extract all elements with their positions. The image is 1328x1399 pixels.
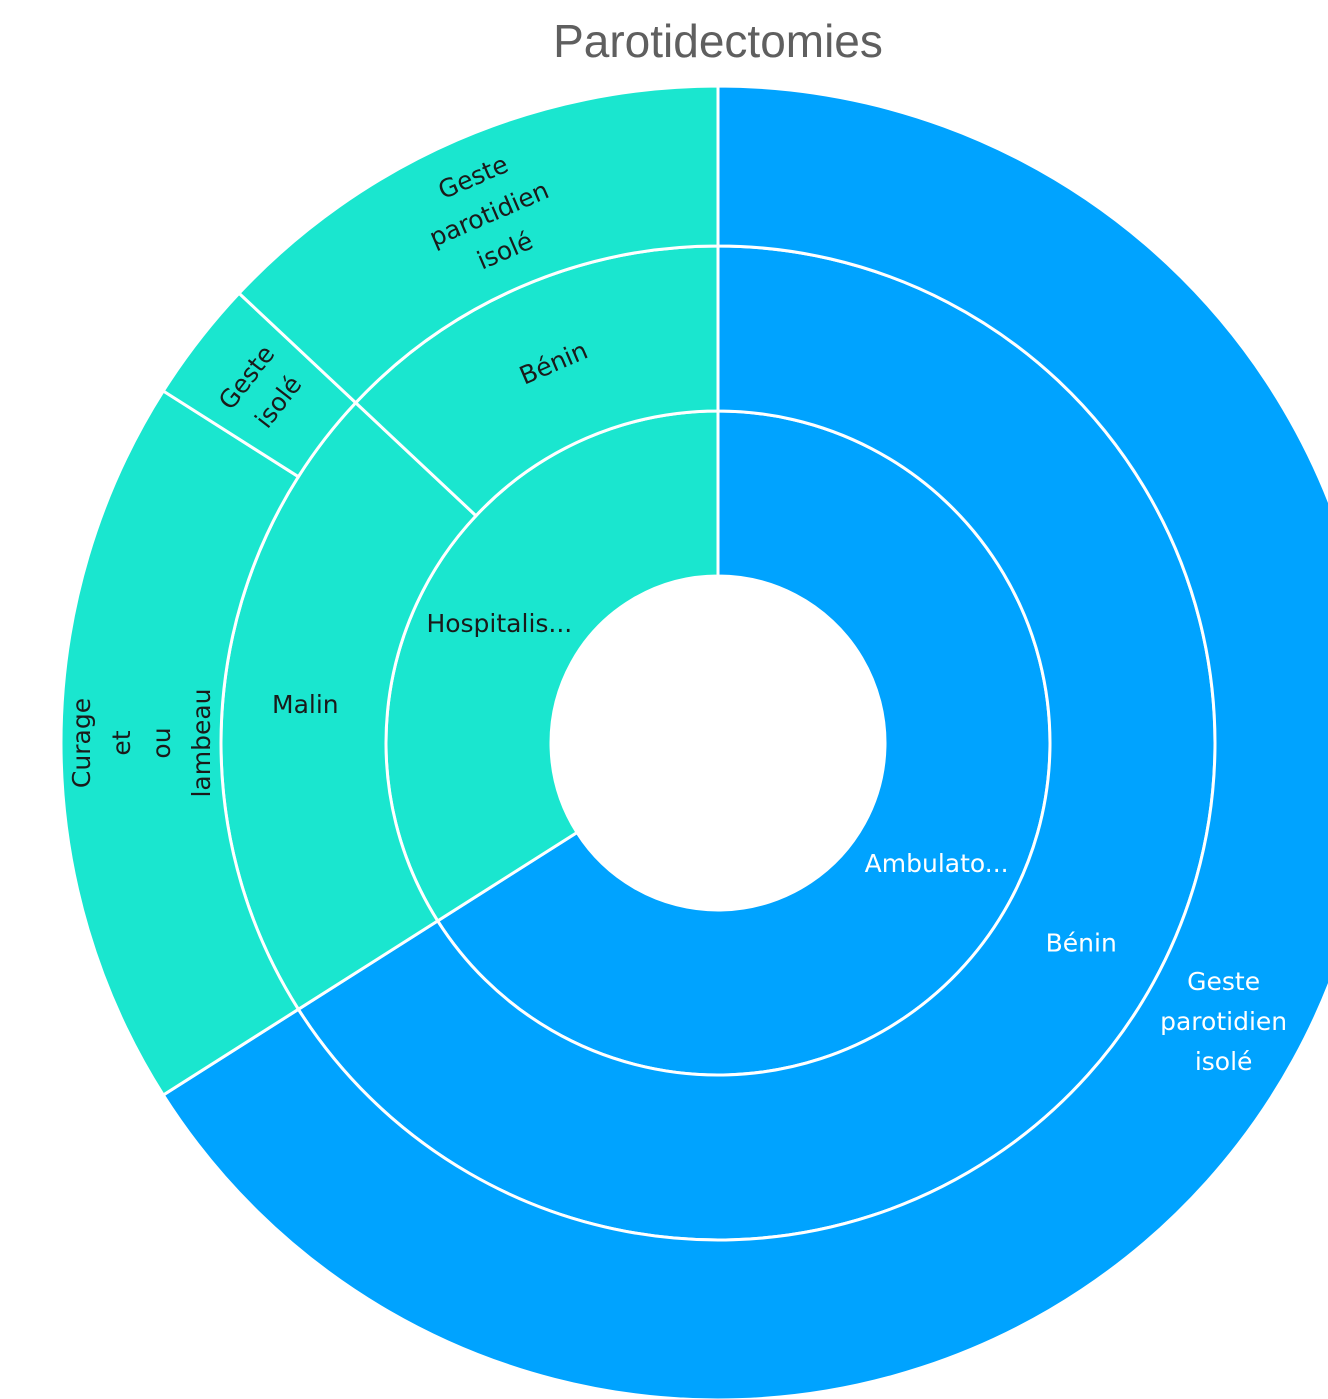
sunburst-label-hosp-malin-curage: Curage et ou lambeau (67, 688, 216, 797)
sunburst-label-amb-benin-geste: Geste parotidien isolé (1160, 967, 1287, 1076)
sunburst-segment-hosp-benin-geste[interactable] (236, 84, 720, 405)
sunburst-label-amb: Ambulato... (865, 849, 1009, 878)
sunburst-segment-amb-benin-geste[interactable] (161, 84, 1328, 1399)
chart-title: Parotidectomies (553, 15, 883, 67)
sunburst-label-amb-benin: Bénin (1046, 929, 1117, 958)
sunburst-label-hosp: Hospitalis... (426, 609, 572, 638)
sunburst-label-hosp-malin: Malin (272, 690, 339, 719)
